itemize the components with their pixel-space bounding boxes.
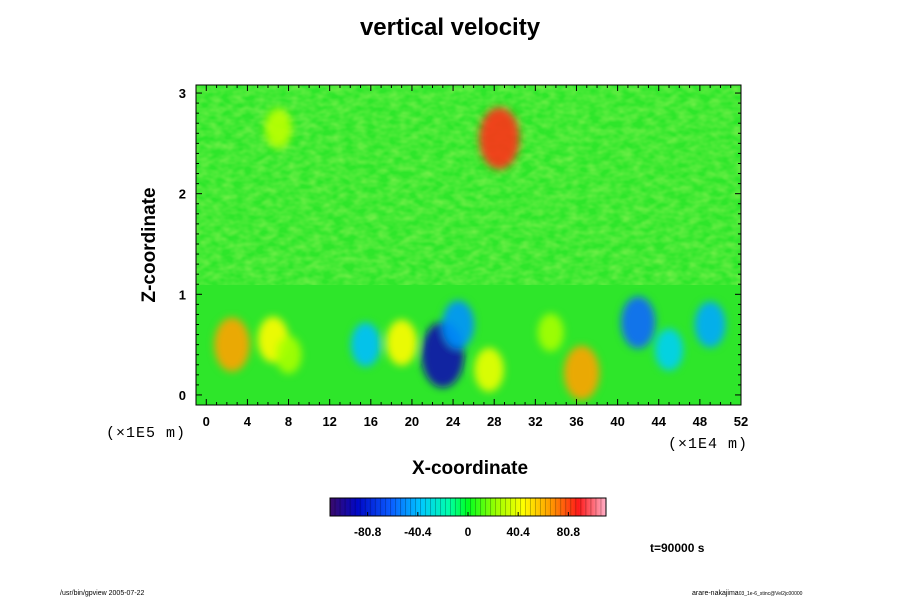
heatmap-cell <box>442 300 475 349</box>
x-tick-label: 52 <box>734 414 748 429</box>
heatmap-features <box>214 107 726 400</box>
chart-title: vertical velocity <box>359 14 541 41</box>
colorbar-tick-label: -40.4 <box>404 525 432 539</box>
heatmap-cell <box>479 107 520 170</box>
colorbar-tick-label: 0 <box>465 525 472 539</box>
x-tick-label: 40 <box>610 414 624 429</box>
heatmap-cell <box>264 108 292 149</box>
x-tick-label: 48 <box>693 414 707 429</box>
y-tick-label: 0 <box>179 388 186 403</box>
y-axis: 0 1 2 3 <box>179 86 741 406</box>
y-axis-unit: (×1E5 m) <box>106 425 187 442</box>
heatmap-cell <box>694 301 726 348</box>
heatmap-cell <box>214 317 250 372</box>
x-tick-label: 20 <box>405 414 419 429</box>
x-tick-label: 32 <box>528 414 542 429</box>
x-axis-unit: (×1E4 m) <box>668 436 749 453</box>
heatmap-cell <box>563 345 600 400</box>
x-tick-label: 16 <box>364 414 378 429</box>
footer-right: arare-nakajima03_1e-6_stinc@Vel2jc00000 <box>692 590 802 597</box>
heatmap-cell <box>537 313 564 352</box>
heatmap-cell <box>275 335 302 374</box>
heatmap-cell <box>620 296 656 349</box>
heatmap-cell <box>654 328 684 371</box>
colorbar-axis: -80.8 -40.4 0 40.4 80.8 <box>334 498 602 539</box>
time-label: t=90000 s <box>650 541 705 555</box>
x-axis: 0 4 8 12 16 20 24 28 32 36 40 44 48 52 <box>203 85 748 429</box>
x-tick-label: 24 <box>446 414 461 429</box>
colorbar-tick-label: -80.8 <box>354 525 382 539</box>
footer-left: /usr/bin/gpview 2005-07-22 <box>60 590 145 597</box>
y-tick-label: 1 <box>179 287 186 302</box>
colorbar-tick-label: 40.4 <box>507 525 531 539</box>
plot-frame <box>195 84 742 406</box>
heatmap-cell <box>474 347 504 392</box>
x-tick-label: 4 <box>244 414 252 429</box>
x-tick-label: 44 <box>652 414 667 429</box>
y-axis-label: Z-coordinate <box>139 187 160 303</box>
y-tick-label: 3 <box>179 86 186 101</box>
x-tick-label: 8 <box>285 414 292 429</box>
colorbar-tick-label: 80.8 <box>557 525 581 539</box>
x-tick-label: 12 <box>322 414 336 429</box>
x-tick-label: 36 <box>569 414 583 429</box>
footer-right-main: arare-nakajima <box>692 590 739 597</box>
x-tick-label: 0 <box>203 414 210 429</box>
heatmap-cell <box>350 322 381 367</box>
x-tick-label: 28 <box>487 414 501 429</box>
footer-right-sub: 03_1e-6_stinc@Vel2jc00000 <box>738 591 803 597</box>
x-axis-label: X-coordinate <box>411 458 529 479</box>
heatmap-cell <box>386 319 418 366</box>
y-tick-label: 2 <box>179 187 186 202</box>
